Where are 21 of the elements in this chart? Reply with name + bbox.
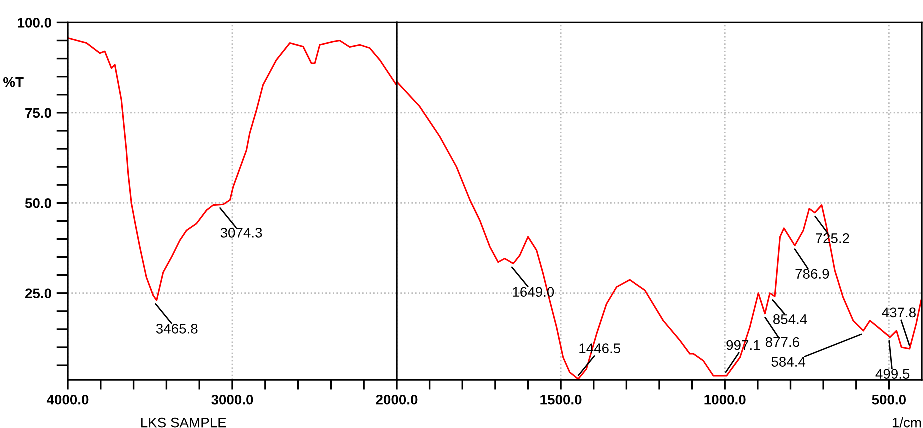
x-axis-title: 1/cm bbox=[892, 418, 922, 428]
annotation: 437.8 bbox=[882, 308, 916, 318]
annotation: 499.5 bbox=[876, 369, 910, 379]
x-tick-label: 2000.0 bbox=[376, 394, 418, 405]
x-tick-label: 3000.0 bbox=[212, 394, 254, 405]
x-tick-label: 4000.0 bbox=[46, 394, 89, 405]
annotation: 786.9 bbox=[796, 269, 830, 279]
y-tick-label: 100.0 bbox=[18, 18, 52, 28]
y-tick-label: 25.0 bbox=[25, 288, 52, 299]
y-axis-title: %T bbox=[4, 77, 24, 88]
y-tick-label: 75.0 bbox=[26, 108, 52, 118]
x-tick-label: 1500.0 bbox=[540, 394, 582, 405]
annotation: 854.4 bbox=[774, 314, 808, 324]
text: LKS SAMPLE bbox=[142, 418, 226, 428]
annotation: 3465.8 bbox=[156, 324, 198, 334]
x-tick-label: 500.0 bbox=[872, 394, 906, 405]
y-tick-label: 50.0 bbox=[25, 198, 52, 208]
annotation: 877.6 bbox=[766, 337, 800, 348]
annotation: 3074.3 bbox=[220, 228, 262, 238]
annotation: 584.4 bbox=[772, 357, 806, 367]
x-tick-label: 1000.0 bbox=[704, 394, 746, 405]
